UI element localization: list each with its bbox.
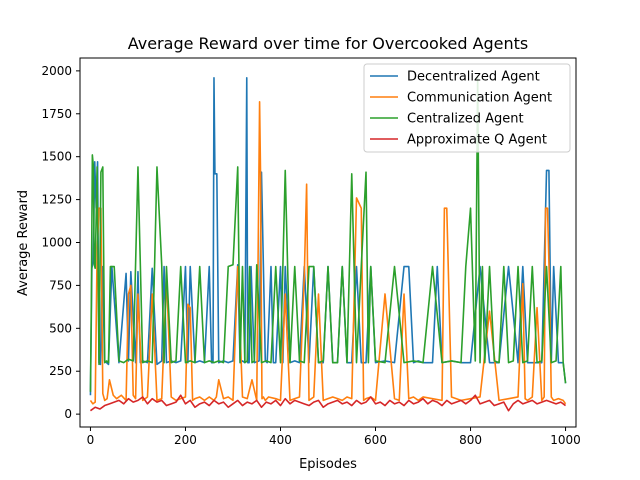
x-tick-label: 800 xyxy=(459,433,482,447)
chart-title: Average Reward over time for Overcooked … xyxy=(128,34,529,53)
y-tick-label: 500 xyxy=(49,321,72,335)
plot-lines xyxy=(89,76,567,412)
y-tick-label: 1500 xyxy=(41,150,72,164)
series-line-3 xyxy=(89,394,567,412)
x-tick-label: 600 xyxy=(364,433,387,447)
series-line-2 xyxy=(89,76,567,392)
y-tick-label: 1750 xyxy=(41,107,72,121)
y-tick-label: 2000 xyxy=(41,64,72,78)
y-tick-label: 1000 xyxy=(41,236,72,250)
x-axis-label: Episodes xyxy=(299,457,357,472)
legend: Decentralized Agent Communication Agent Ce… xyxy=(363,63,571,153)
legend-label: Decentralized Agent xyxy=(407,70,540,85)
series-line-1 xyxy=(89,100,567,405)
legend-label: Centralized Agent xyxy=(407,112,524,127)
axes: 0 200 400 600 800 1000 0 250 500 750 1000 1250 1500 1… xyxy=(41,57,581,447)
y-tick-label: 750 xyxy=(49,278,72,292)
x-tick-label: 0 xyxy=(87,433,95,447)
y-tick-label: 1250 xyxy=(41,193,72,207)
legend-label: Communication Agent xyxy=(407,91,552,106)
y-tick-label: 0 xyxy=(64,407,72,421)
x-tick-label: 1000 xyxy=(550,433,581,447)
y-tick-label: 250 xyxy=(49,364,72,378)
x-tick-label: 400 xyxy=(269,433,292,447)
y-axis-label: Average Reward xyxy=(16,190,31,296)
legend-box xyxy=(363,63,571,153)
legend-label: Approximate Q Agent xyxy=(407,133,547,148)
x-tick-label: 200 xyxy=(174,433,197,447)
